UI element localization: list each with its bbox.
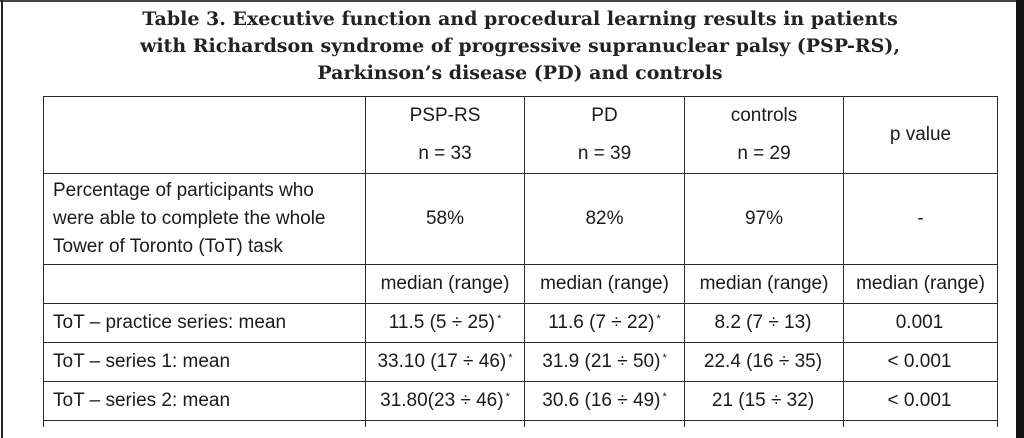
group-name: controls [730,105,798,126]
p-value-label: p value [889,124,952,145]
median-header-row: median (range) median (range) median (ra… [43,264,998,304]
header-pd: PD n = 39 [524,96,685,174]
cropped-cell [843,420,998,427]
header-row: PSP-RS n = 33 PD n = 39 controls n = 29 … [43,96,998,174]
cropped-row [43,420,998,427]
completion-psp-rs: 58% [365,173,525,265]
header-psp-rs: PSP-RS n = 33 [365,96,525,174]
table-row: ToT – series 1: mean 33.10 (17 ÷ 46) * 31… [43,342,998,382]
significance-mark: * [496,313,502,325]
completion-label-line: were able to complete the whole [53,208,326,229]
value-cell: 21 (15 ÷ 32) [684,381,844,421]
median-header-cell: median (range) [524,264,685,304]
cropped-cell [684,420,844,427]
value-text: 31.9 (21 ÷ 50) [542,351,661,372]
caption-line-2: with Richardson syndrome of progressive … [139,35,901,57]
p-value-cell: 0.001 [843,303,998,343]
value-cell: 22.4 (16 ÷ 35) [684,342,844,382]
completion-controls: 97% [684,173,844,265]
completion-pd: 82% [524,173,685,265]
significance-mark: * [656,313,661,325]
value-text: 8.2 (7 ÷ 13) [714,312,812,333]
value-cell: 31.9 (21 ÷ 50) * [524,342,685,382]
completion-label-line: Tower of Toronto (ToT) task [53,236,283,257]
group-name: PSP-RS [409,105,481,126]
caption-line-3: Parkinson’s disease (PD) and controls [317,62,723,84]
cropped-cell [43,420,366,427]
value-text: 11.6 (7 ÷ 22) [548,312,655,333]
value-text: 0.001 [895,312,944,333]
median-header-empty [43,264,366,304]
median-header-cell: median (range) [843,264,998,304]
table-row: ToT – practice series: mean 11.5 (5 ÷ 25… [43,303,998,343]
row-label: ToT – series 1: mean [43,342,366,382]
page-top-border [0,0,1024,2]
significance-mark: * [505,391,510,403]
value-text: 11.5 (5 ÷ 25) [388,312,495,333]
group-n: n = 33 [418,143,472,164]
value-text: 31.80(23 ÷ 46) [380,390,504,411]
row-label: ToT – practice series: mean [43,303,366,343]
value-text: 22.4 (16 ÷ 35) [703,351,823,372]
completion-label-line: Percentage of participants who [53,180,314,201]
value-cell: 30.6 (16 ÷ 49) * [524,381,685,421]
value-cell: 8.2 (7 ÷ 13) [684,303,844,343]
header-controls: controls n = 29 [684,96,844,174]
completion-row: Percentage of participants who were able… [43,173,998,265]
page-left-border [1,0,3,438]
significance-mark: * [662,352,667,364]
value-cell: 11.6 (7 ÷ 22) * [524,303,685,343]
value-text: < 0.001 [887,351,952,372]
header-empty-cell [43,96,366,174]
table-caption: Table 3. Executive function and procedur… [40,6,1000,87]
group-n: n = 29 [737,143,791,164]
completion-p-value: - [843,173,998,265]
page-right-border [1016,0,1024,438]
value-text: 33.10 (17 ÷ 46) [377,351,507,372]
value-cell: 11.5 (5 ÷ 25) * [365,303,525,343]
median-header-cell: median (range) [365,264,525,304]
value-text: 30.6 (16 ÷ 49) [542,390,661,411]
completion-label: Percentage of participants who were able… [43,173,366,265]
median-header-cell: median (range) [684,264,844,304]
cropped-cell [365,420,525,427]
significance-mark: * [662,391,667,403]
value-text: 21 (15 ÷ 32) [711,390,815,411]
group-name: PD [591,105,618,126]
row-label: ToT – series 2: mean [43,381,366,421]
cropped-cell [524,420,685,427]
value-text: < 0.001 [887,390,952,411]
p-value-cell: < 0.001 [843,342,998,382]
header-p-value: p value [843,96,998,174]
group-n: n = 39 [577,143,632,164]
caption-line-1: Table 3. Executive function and procedur… [142,8,898,30]
p-value-cell: < 0.001 [843,381,998,421]
results-table: PSP-RS n = 33 PD n = 39 controls n = 29 … [43,96,998,427]
table-row: ToT – series 2: mean 31.80(23 ÷ 46) * 30.… [43,381,998,421]
significance-mark: * [508,352,513,364]
value-cell: 33.10 (17 ÷ 46) * [365,342,525,382]
value-cell: 31.80(23 ÷ 46) * [365,381,525,421]
